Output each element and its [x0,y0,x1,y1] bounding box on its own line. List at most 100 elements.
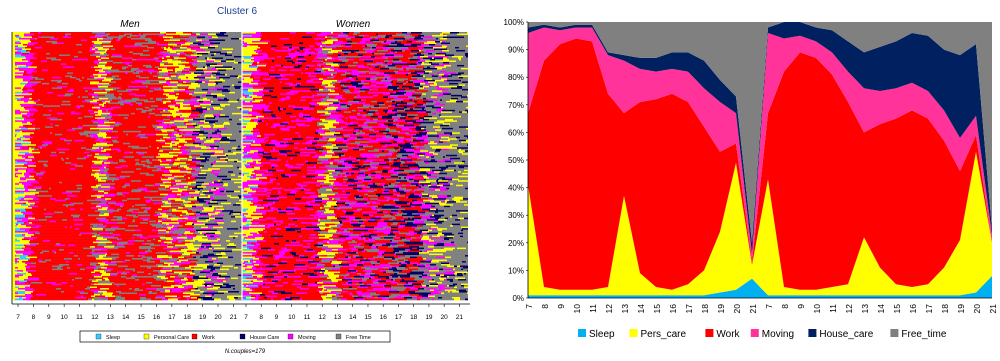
legend-label: Sleep [589,329,615,340]
x-tick-label: 20 [214,314,222,321]
x-tick-label: 18 [700,304,710,314]
legend-swatch [751,329,759,337]
legend-swatch [890,329,898,337]
x-tick-label: 12 [844,304,854,314]
x-tick-label: 18 [940,304,950,314]
y-tick-label: 0% [512,294,524,303]
legend-swatch [705,329,713,337]
x-tick-label: 14 [876,304,886,314]
x-tick-label: 17 [168,314,176,321]
x-tick-label: 9 [796,304,806,309]
legend-swatch [240,334,245,339]
x-tick-label: 11 [76,314,83,321]
legend-label: House_care [819,329,873,340]
men-sequences [14,32,242,300]
legend-swatch [192,334,197,339]
footnote: N.couples=179 [225,349,266,355]
sequence-plot-panel: Cluster 6 Men Women 7 8 9 10 11 12 13 14 15 16 17 1… [0,0,480,356]
x-tick-label: 8 [780,304,790,309]
x-tick-label: 13 [107,314,115,321]
x-tick-label: 15 [892,304,902,314]
x-tick-label: 15 [652,304,662,314]
y-tick-label: 70% [508,101,524,110]
men-label: Men [120,19,140,30]
legend-label: Free_time [901,329,946,340]
legend-box [80,331,390,342]
x-tick-label: 10 [572,304,582,314]
legend-label: Personal Care [154,335,189,341]
legend-label: Free Time [346,335,371,341]
x-tick-label: 21 [988,304,998,314]
women-sequences [242,32,468,300]
legend-label: Moving [298,335,316,341]
x-tick-label: 8 [259,314,263,321]
y-tick-label: 10% [508,266,524,275]
x-tick-label: 16 [908,304,918,314]
x-tick-label: 19 [716,304,726,314]
x-tick-label: 10 [288,314,296,321]
x-tick-label: 9 [47,314,51,321]
y-tick-label: 40% [508,184,524,193]
y-tick-label: 50% [508,156,524,165]
x-tick-label: 19 [199,314,207,321]
legend-swatch [578,329,586,337]
legend-label: Pers_care [641,329,687,340]
legend-swatch [808,329,816,337]
edge-band [12,32,15,300]
x-tick-label: 7 [16,314,20,321]
x-tick-label: 7 [524,304,534,309]
legend-swatch [96,334,101,339]
legend-swatch [288,334,293,339]
legend-label: Sleep [106,335,120,341]
x-tick-label: 12 [91,314,99,321]
x-tick-label: 9 [556,304,566,309]
x-tick-label: 7 [764,304,774,309]
women-label: Women [336,19,371,30]
chart-title: Cluster 6 [217,6,257,17]
x-tick-label: 10 [812,304,822,314]
x-tick-label: 11 [828,304,838,313]
x-tick-label: 12 [319,314,327,321]
x-tick-label: 21 [230,314,238,321]
x-tick-label: 17 [684,304,694,314]
x-tick-label: 11 [304,314,311,321]
legend-label: Work [716,329,740,340]
x-tick-label: 18 [184,314,192,321]
x-tick-label: 18 [410,314,418,321]
x-tick-label: 13 [620,304,630,314]
legend-swatch [336,334,341,339]
legend-swatch [630,329,638,337]
legend-label: Work [202,335,215,341]
x-tick-label: 19 [956,304,966,314]
sequence-rows [12,32,468,304]
x-tick-label: 19 [425,314,433,321]
x-tick-label: 7 [244,314,248,321]
x-tick-label: 17 [395,314,403,321]
y-tick-label: 20% [508,239,524,248]
x-tick-label: 12 [604,304,614,314]
y-tick-label: 90% [508,46,524,55]
x-tick-label: 10 [61,314,69,321]
x-tick-label: 16 [153,314,161,321]
sequence-plot: Cluster 6 Men Women 7 8 9 10 11 12 13 14 15 16 17 1… [0,0,480,356]
x-tick-label: 16 [668,304,678,314]
x-tick-label: 17 [924,304,934,314]
x-tick-label: 20 [441,314,449,321]
x-tick-label: 14 [122,314,130,321]
y-tick-label: 80% [508,73,524,82]
x-tick-label: 21 [748,304,758,314]
x-tick-label: 8 [540,304,550,309]
x-tick-label: 16 [380,314,388,321]
x-tick-label: 11 [588,304,598,313]
x-tick-label: 21 [456,314,464,321]
legend-swatch [144,334,149,339]
legend-label: House Care [250,335,279,341]
x-tick-label: 15 [137,314,145,321]
x-tick-label: 13 [334,314,342,321]
x-tick-label: 14 [636,304,646,314]
x-tick-label: 8 [32,314,36,321]
